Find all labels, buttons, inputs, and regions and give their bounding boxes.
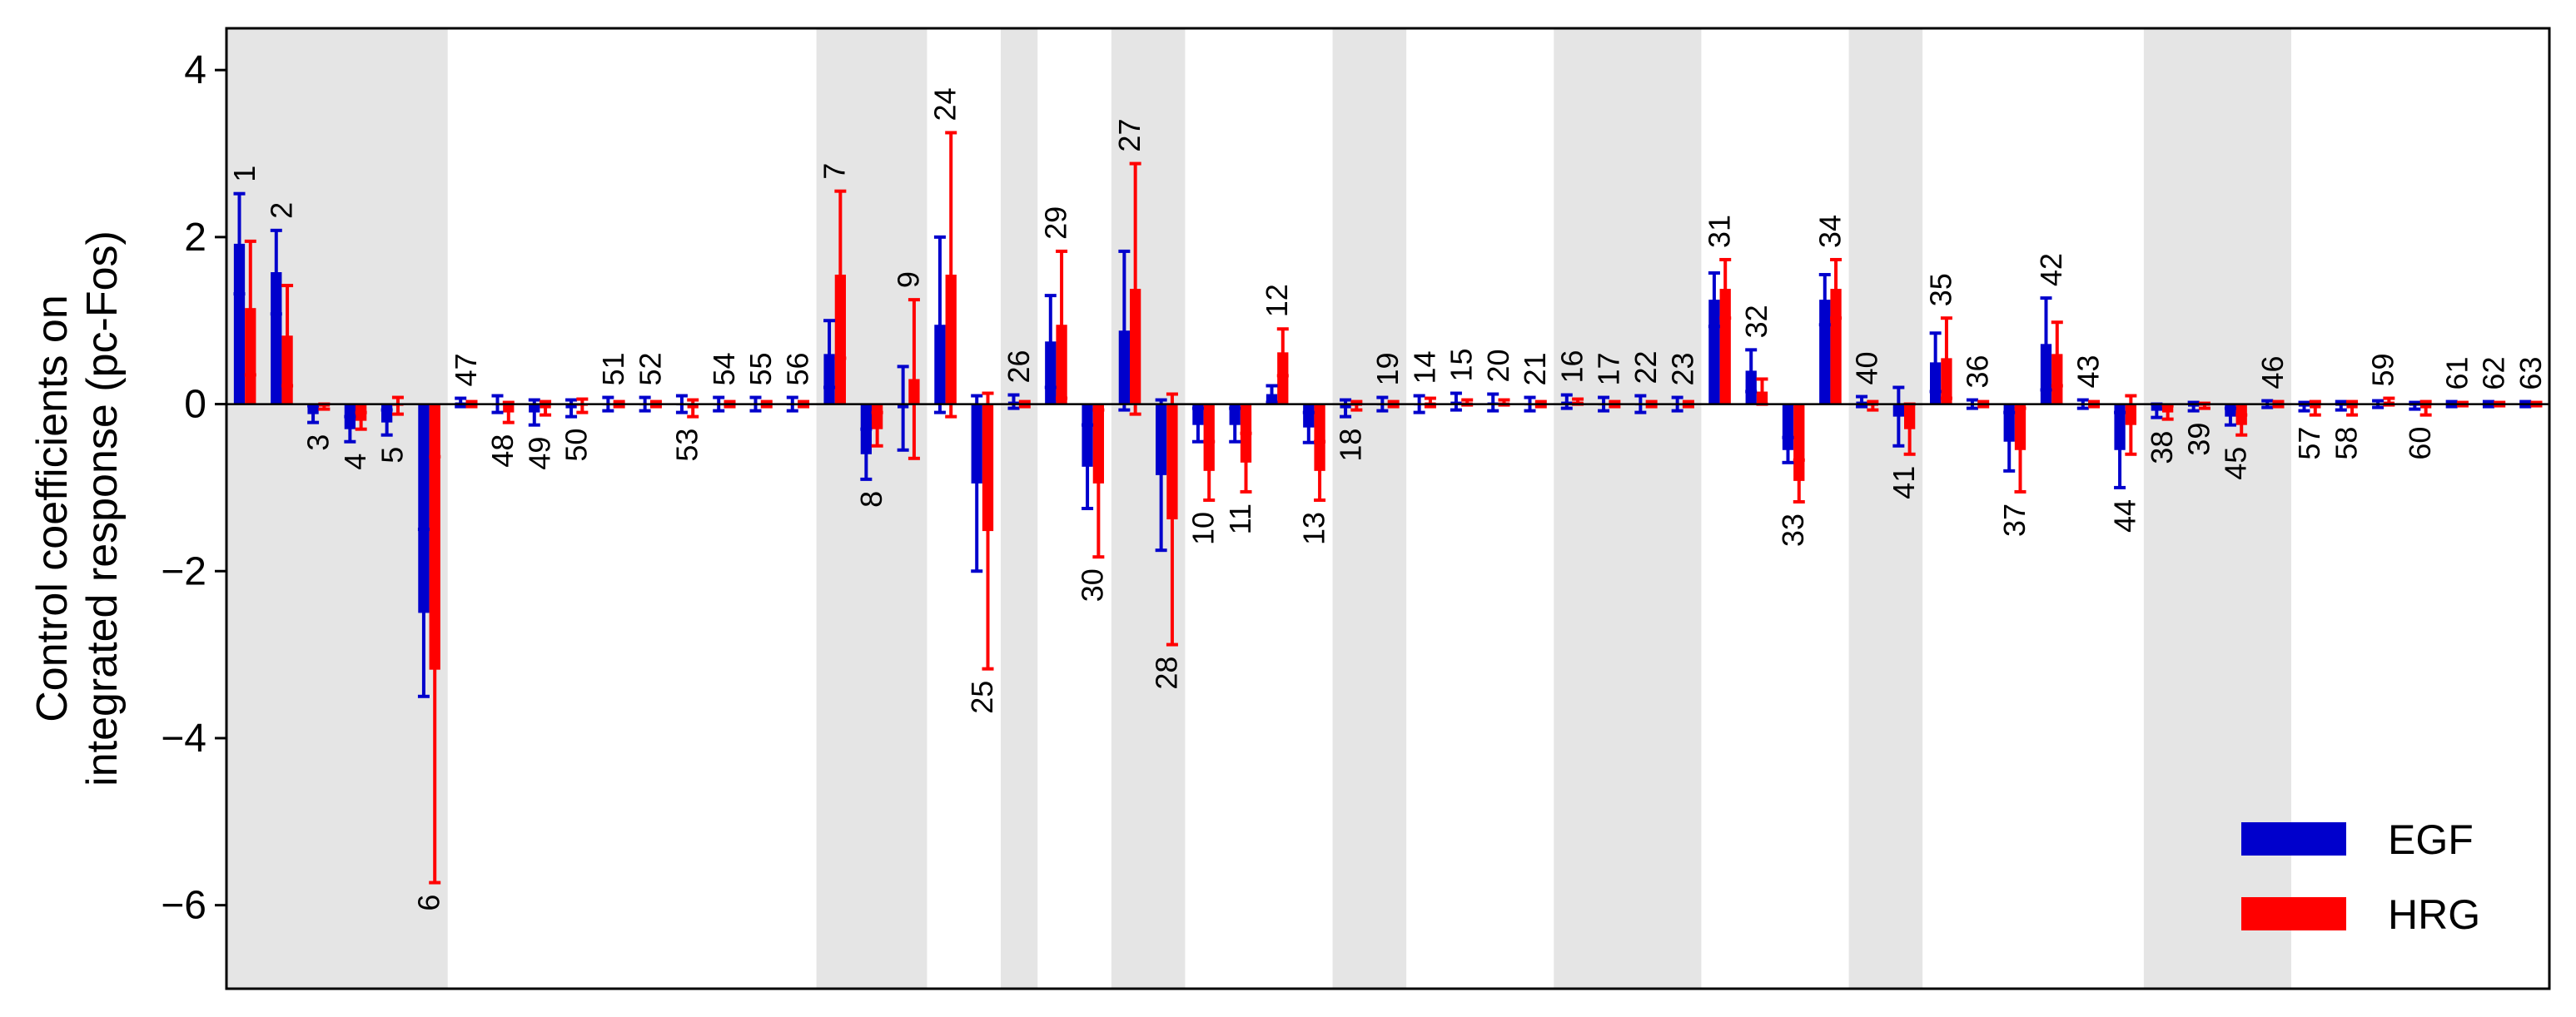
y-tick-label-2: 0 xyxy=(184,383,206,427)
bar-label-46: 46 xyxy=(2255,356,2290,389)
bar-label-5: 5 xyxy=(375,447,409,464)
y-tick-label-3: −2 xyxy=(161,549,206,593)
legend-swatch-hrg xyxy=(2241,897,2346,930)
bar-label-29: 29 xyxy=(1038,206,1072,240)
bar-label-10: 10 xyxy=(1186,512,1221,545)
bar-label-34: 34 xyxy=(1813,215,1847,248)
bar-label-39: 39 xyxy=(2181,423,2215,456)
bar-label-62: 62 xyxy=(2477,357,2511,390)
bar-label-48: 48 xyxy=(485,434,520,468)
y-axis-ticks: 4 2 0 −2 −4 −6 xyxy=(161,48,226,928)
bar-label-37: 37 xyxy=(1997,504,2031,537)
bar-label-36: 36 xyxy=(1961,355,1995,389)
bar-hrg-13 xyxy=(1314,404,1325,471)
bar-label-27: 27 xyxy=(1112,119,1146,152)
bar-label-52: 52 xyxy=(633,352,667,385)
bar-label-60: 60 xyxy=(2403,427,2437,460)
bar-label-54: 54 xyxy=(707,352,741,385)
y-tick-label-4: −4 xyxy=(161,717,206,761)
bar-label-59: 59 xyxy=(2366,353,2400,386)
bar-label-51: 51 xyxy=(596,352,630,385)
y-tick-label-1: 2 xyxy=(184,216,206,260)
bar-label-22: 22 xyxy=(1629,350,1663,384)
y-tick-label-5: −6 xyxy=(161,884,206,928)
bar-label-16: 16 xyxy=(1554,350,1589,383)
bar-label-63: 63 xyxy=(2514,357,2548,390)
bar-label-25: 25 xyxy=(965,681,999,714)
shade-band-5 xyxy=(1554,28,1702,989)
legend-label-hrg: HRG xyxy=(2388,891,2480,938)
bar-label-55: 55 xyxy=(743,352,778,385)
bar-egf-2 xyxy=(271,272,282,404)
bar-label-53: 53 xyxy=(670,429,704,462)
bar-label-32: 32 xyxy=(1739,305,1773,338)
bar-label-18: 18 xyxy=(1334,429,1368,462)
bar-hrg-33 xyxy=(1793,404,1805,481)
bar-label-11: 11 xyxy=(1223,504,1257,534)
shade-band-6 xyxy=(1848,28,1923,989)
bar-label-45: 45 xyxy=(2219,447,2253,480)
bar-label-30: 30 xyxy=(1076,568,1110,602)
bar-label-44: 44 xyxy=(2108,499,2142,533)
bar-hrg-12 xyxy=(1277,352,1289,404)
bar-label-35: 35 xyxy=(1923,273,1957,306)
bar-hrg-10 xyxy=(1203,404,1215,471)
bar-label-41: 41 xyxy=(1887,466,1921,499)
bar-label-61: 61 xyxy=(2439,357,2474,390)
bar-label-50: 50 xyxy=(559,429,594,462)
bar-label-31: 31 xyxy=(1703,215,1737,248)
bar-label-58: 58 xyxy=(2329,427,2363,460)
y-tick-label-0: 4 xyxy=(184,48,206,92)
bar-label-9: 9 xyxy=(891,271,925,288)
plot-frame xyxy=(225,27,2551,990)
bar-label-49: 49 xyxy=(522,437,556,470)
bar-label-17: 17 xyxy=(1592,352,1626,385)
bar-label-47: 47 xyxy=(449,353,483,386)
bar-label-56: 56 xyxy=(780,352,814,385)
bar-label-33: 33 xyxy=(1776,513,1810,547)
bar-label-23: 23 xyxy=(1665,352,1699,385)
bar-label-42: 42 xyxy=(2034,253,2068,286)
y-axis-label-line2: integrated response (pc-Fos) xyxy=(78,231,127,786)
bar-label-8: 8 xyxy=(854,491,888,508)
bar-label-1: 1 xyxy=(227,166,261,182)
bar-label-26: 26 xyxy=(1002,350,1036,383)
bar-label-21: 21 xyxy=(1518,352,1552,385)
bar-label-12: 12 xyxy=(1260,284,1294,317)
shade-band-2 xyxy=(1001,28,1038,989)
bar-label-57: 57 xyxy=(2292,427,2326,460)
bar-egf-1 xyxy=(233,243,246,404)
y-axis-label-line1: Control coefficients on xyxy=(28,295,77,722)
bar-label-15: 15 xyxy=(1445,348,1479,381)
shade-band-0 xyxy=(226,28,448,989)
bar-label-6: 6 xyxy=(412,895,446,911)
bar-label-14: 14 xyxy=(1407,350,1441,384)
error-bars xyxy=(233,131,2543,885)
bar-label-2: 2 xyxy=(264,202,298,219)
bar-label-38: 38 xyxy=(2145,431,2179,464)
bar-label-7: 7 xyxy=(818,163,852,180)
bar-label-20: 20 xyxy=(1481,349,1515,382)
bar-egf-6 xyxy=(418,404,430,613)
bar-label-28: 28 xyxy=(1149,657,1183,690)
bar-label-13: 13 xyxy=(1296,512,1330,545)
shaded-group-bands xyxy=(226,28,2291,989)
shade-band-4 xyxy=(1332,28,1407,989)
bar-label-40: 40 xyxy=(1850,351,1884,384)
bar-label-19: 19 xyxy=(1370,352,1405,385)
legend-label-egf: EGF xyxy=(2388,816,2474,863)
shade-band-1 xyxy=(816,28,927,989)
legend: EGF HRG xyxy=(2241,816,2480,938)
bar-label-24: 24 xyxy=(928,87,962,121)
bar-label-3: 3 xyxy=(301,434,336,451)
bar-label-4: 4 xyxy=(338,454,372,470)
bar-label-43: 43 xyxy=(2071,355,2105,389)
legend-swatch-egf xyxy=(2241,822,2346,856)
